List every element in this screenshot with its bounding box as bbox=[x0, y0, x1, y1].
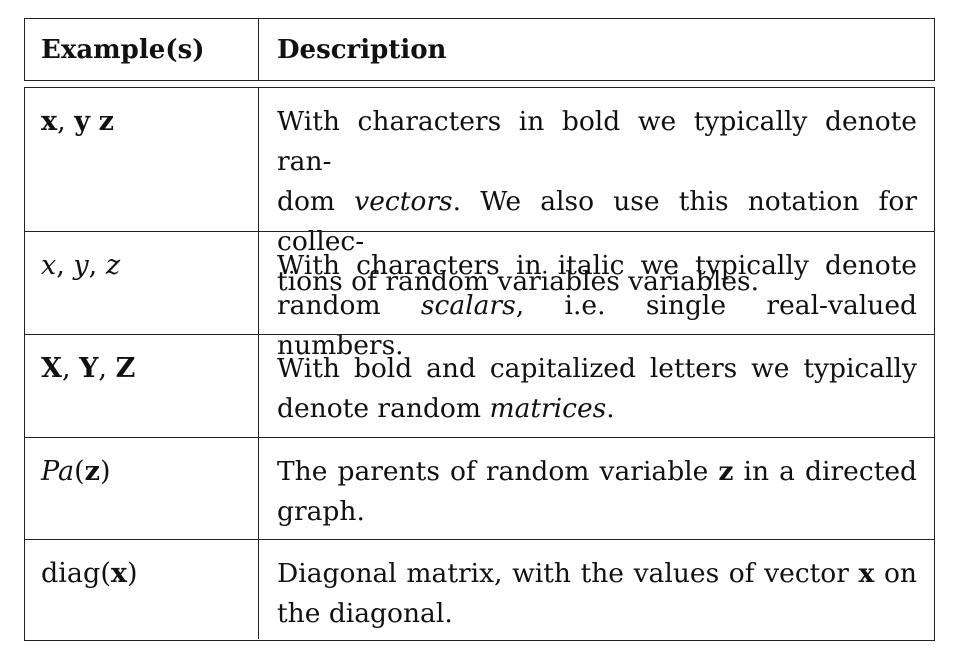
symbol-part: ) bbox=[126, 558, 138, 589]
text-run: tions of random variables variables. bbox=[277, 266, 760, 297]
description-cell: With bold and capitalized letters we typ… bbox=[259, 335, 934, 437]
table-row: X, Y, Z With bold and capitalized letter… bbox=[25, 334, 934, 437]
description-line: random scalars, i.e. single real-valued … bbox=[277, 286, 917, 366]
text-run: on bbox=[874, 558, 917, 589]
example-symbol: x, y, z bbox=[41, 232, 258, 286]
symbol-part: , bbox=[88, 250, 106, 281]
description-line: With characters in bold we typically den… bbox=[277, 102, 917, 182]
description-line: With characters in italic we typically d… bbox=[277, 246, 917, 286]
example-symbol: x, y z bbox=[41, 88, 258, 142]
text-run: . We also use this notation for collec- bbox=[277, 186, 917, 257]
notation-table: x, y z With characters in bold we typica… bbox=[24, 87, 935, 641]
text-run: x bbox=[858, 558, 875, 589]
symbol-part: , bbox=[56, 250, 74, 281]
table-row: x, y z With characters in bold we typica… bbox=[25, 88, 934, 297]
description-text: With characters in italic we typically d… bbox=[277, 232, 917, 366]
symbol-part: x bbox=[41, 106, 58, 137]
description-line: Diagonal matrix, with the values of vect… bbox=[277, 554, 917, 594]
text-run: . bbox=[606, 393, 615, 424]
example-cell: x, y, z bbox=[25, 232, 259, 334]
header-examples-label: Example(s) bbox=[41, 35, 205, 65]
symbol-part: x bbox=[110, 558, 127, 589]
text-run: in a directed bbox=[733, 456, 917, 487]
description-line: With bold and capitalized letters we typ… bbox=[277, 349, 917, 389]
symbol-part: Y bbox=[79, 353, 99, 384]
example-cell: diag(x) bbox=[25, 540, 259, 639]
table-row: Pa(z) The parents of random variable z i… bbox=[25, 437, 934, 539]
text-run: graph. bbox=[277, 496, 365, 527]
text-run: With characters in bold we typically den… bbox=[277, 106, 917, 177]
text-run: random bbox=[277, 290, 421, 321]
example-cell: Pa(z) bbox=[25, 438, 259, 539]
description-cell: The parents of random variable z in a di… bbox=[259, 438, 934, 539]
header-cell-examples: Example(s) bbox=[25, 19, 259, 80]
symbol-part: Pa bbox=[41, 456, 75, 487]
description-line: tions of random variables variables. bbox=[277, 262, 917, 302]
header-cell-description: Description bbox=[259, 19, 934, 80]
description-text: With characters in bold we typically den… bbox=[277, 88, 917, 302]
description-line: denote random matrices. bbox=[277, 389, 917, 429]
symbol-part: ( bbox=[100, 558, 111, 589]
description-line: The parents of random variable z in a di… bbox=[277, 452, 917, 492]
text-run: , i.e. single real-valued numbers. bbox=[277, 290, 917, 361]
symbol-part: ) bbox=[99, 456, 111, 487]
description-cell: Diagonal matrix, with the values of vect… bbox=[259, 540, 934, 639]
description-cell: With characters in bold we typically den… bbox=[259, 88, 934, 297]
example-symbol: Pa(z) bbox=[41, 438, 258, 492]
table-row: x, y, z With characters in italic we typ… bbox=[25, 231, 934, 361]
description-line: the diagonal. bbox=[277, 594, 917, 634]
example-cell: x, y z bbox=[25, 88, 259, 231]
symbol-part: diag bbox=[41, 558, 101, 589]
table-row: diag(x) Diagonal matrix, with the values… bbox=[25, 539, 934, 639]
symbol-part: Z bbox=[115, 353, 136, 384]
text-run: matrices bbox=[489, 393, 607, 424]
text-run: the diagonal. bbox=[277, 598, 453, 629]
symbol-part: , bbox=[61, 353, 80, 384]
description-line: dom vectors. We also use this notation f… bbox=[277, 182, 917, 262]
symbol-part: , bbox=[98, 353, 116, 384]
text-run: Diagonal matrix, with the values of vect… bbox=[277, 558, 859, 589]
symbol-part: z bbox=[105, 250, 121, 281]
symbol-part: z bbox=[98, 106, 114, 137]
example-symbol: X, Y, Z bbox=[41, 335, 258, 389]
symbol-part: X bbox=[41, 353, 62, 384]
text-run: scalars bbox=[420, 290, 516, 321]
symbol-part: y bbox=[74, 106, 90, 137]
example-cell: X, Y, Z bbox=[25, 335, 259, 437]
text-run: z bbox=[718, 456, 734, 487]
header-description-label: Description bbox=[277, 35, 447, 65]
description-cell: With characters in italic we typically d… bbox=[259, 232, 934, 361]
symbol-part: , bbox=[57, 106, 75, 137]
text-run: vectors bbox=[354, 186, 453, 217]
table-header: Example(s) Description bbox=[24, 18, 935, 81]
symbol-part: y bbox=[73, 250, 89, 281]
header-row: Example(s) Description bbox=[25, 19, 934, 80]
description-line: graph. bbox=[277, 492, 917, 532]
symbol-part bbox=[90, 106, 99, 137]
description-text: The parents of random variable z in a di… bbox=[277, 438, 917, 532]
description-text: Diagonal matrix, with the values of vect… bbox=[277, 540, 917, 634]
text-run: With characters in italic we typically d… bbox=[277, 250, 917, 281]
symbol-part: ( bbox=[74, 456, 85, 487]
text-run: denote random bbox=[277, 393, 490, 424]
symbol-part: x bbox=[41, 250, 57, 281]
text-run: The parents of random variable bbox=[277, 456, 719, 487]
text-run: dom bbox=[277, 186, 355, 217]
description-text: With bold and capitalized letters we typ… bbox=[277, 335, 917, 429]
example-symbol: diag(x) bbox=[41, 540, 258, 594]
symbol-part: z bbox=[84, 456, 100, 487]
text-run: With bold and capitalized letters we typ… bbox=[277, 353, 917, 384]
